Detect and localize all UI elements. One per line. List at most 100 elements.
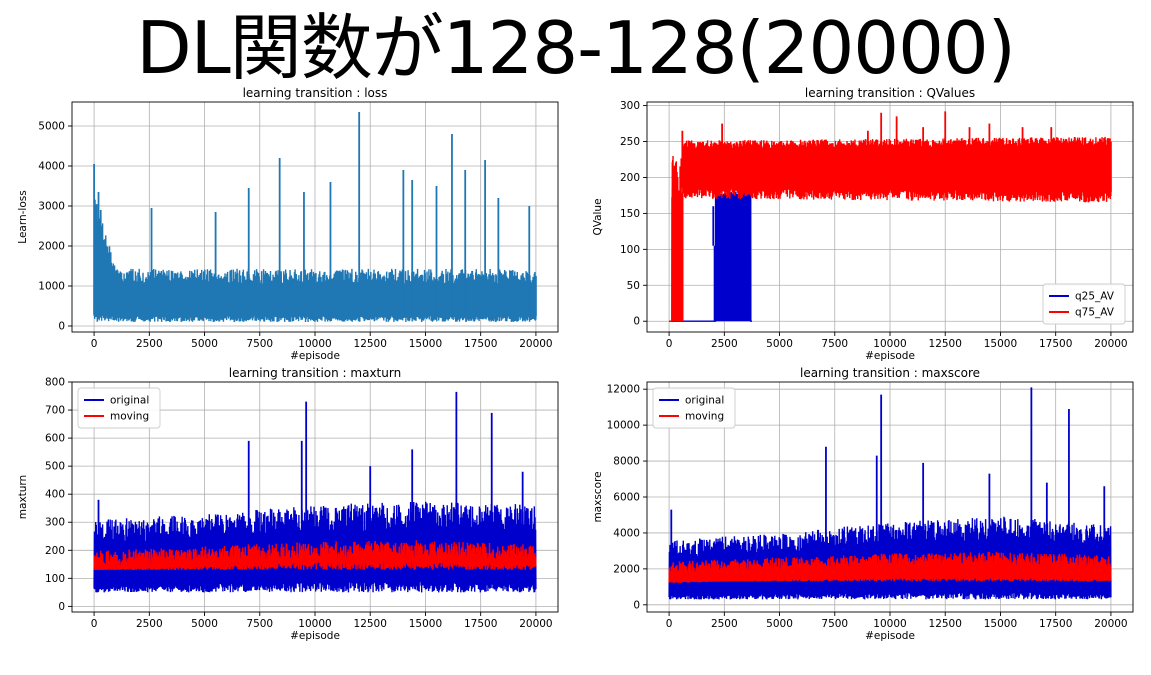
x-tick-label: 5000 [766, 338, 793, 350]
legend-entry: q25_AV [1075, 291, 1115, 303]
y-tick-label: 4000 [613, 527, 640, 539]
x-axis-label: #episode [865, 630, 915, 641]
x-tick-label: 0 [666, 618, 673, 630]
y-tick-label: 10000 [607, 420, 640, 432]
loss-chart: learning transition : loss 0 2500 5000 7500 1… [10, 86, 570, 361]
x-tick-label: 17500 [464, 338, 497, 350]
y-tick-label: 12000 [607, 384, 640, 396]
y-tick-label: 1000 [38, 281, 65, 293]
y-tick-label: 8000 [613, 456, 640, 468]
maxscore-chart: learning transition : maxscore 0 2500 5000 7… [585, 366, 1145, 641]
x-tick-label: 20000 [519, 338, 552, 350]
x-tick-label: 12500 [354, 338, 387, 350]
x-axis-label: #episode [290, 630, 340, 641]
legend: original moving [77, 387, 161, 429]
y-tick-label: 0 [633, 599, 640, 611]
y-tick-label: 400 [45, 489, 65, 501]
chart-title: learning transition : loss [243, 86, 388, 100]
y-axis-label: QValue [592, 198, 604, 235]
series-line [669, 191, 752, 322]
series-line [93, 198, 537, 322]
x-tick-label: 12500 [354, 618, 387, 630]
legend-box [1042, 283, 1126, 325]
y-tick-label: 800 [45, 377, 65, 389]
y-tick-label: 300 [45, 517, 65, 529]
x-tick-label: 17500 [1039, 618, 1072, 630]
x-tick-label: 0 [91, 338, 98, 350]
x-tick-label: 15000 [409, 338, 442, 350]
x-tick-label: 17500 [464, 618, 497, 630]
y-tick-label: 50 [627, 280, 640, 292]
x-tick-label: 7500 [246, 338, 273, 350]
x-axis-label: #episode [865, 350, 915, 361]
y-tick-label: 150 [620, 208, 640, 220]
x-tick-label: 12500 [929, 618, 962, 630]
x-tick-label: 12500 [929, 338, 962, 350]
x-tick-label: 5000 [191, 338, 218, 350]
y-tick-label: 250 [620, 136, 640, 148]
x-tick-label: 2500 [711, 338, 738, 350]
x-tick-label: 10000 [298, 338, 331, 350]
y-tick-label: 3000 [38, 201, 65, 213]
x-tick-label: 10000 [298, 618, 331, 630]
y-tick-label: 6000 [613, 492, 640, 504]
chart-title: learning transition : QValues [805, 86, 975, 100]
x-tick-label: 2500 [136, 338, 163, 350]
chart-title: learning transition : maxturn [229, 366, 401, 380]
chart-svg: learning transition : maxscore 0 2500 5000 7… [592, 366, 1134, 641]
series-line [668, 551, 1112, 584]
y-tick-label: 100 [620, 244, 640, 256]
y-tick-label: 4000 [38, 161, 65, 173]
x-tick-label: 15000 [984, 338, 1017, 350]
x-tick-label: 15000 [409, 618, 442, 630]
legend-box [652, 387, 736, 429]
x-tick-label: 15000 [984, 618, 1017, 630]
y-tick-label: 5000 [38, 121, 65, 133]
legend-entry: moving [110, 411, 149, 423]
qvalues-chart: learning transition : QValues 0 2500 5000 75… [585, 86, 1145, 361]
x-tick-label: 5000 [766, 618, 793, 630]
y-tick-label: 200 [45, 545, 65, 557]
legend-box [77, 387, 161, 429]
y-tick-label: 300 [620, 100, 640, 112]
x-tick-label: 20000 [1094, 338, 1127, 350]
y-tick-label: 200 [620, 172, 640, 184]
legend-entry: original [110, 395, 149, 407]
x-tick-label: 7500 [821, 618, 848, 630]
y-tick-label: 2000 [38, 241, 65, 253]
chart-title: learning transition : maxscore [800, 366, 980, 380]
x-tick-label: 17500 [1039, 338, 1072, 350]
x-tick-label: 2500 [136, 618, 163, 630]
y-tick-label: 500 [45, 461, 65, 473]
x-tick-label: 20000 [1094, 618, 1127, 630]
slide-title: DL関数が128-128(20000) [136, 6, 1016, 90]
x-tick-label: 2500 [711, 618, 738, 630]
x-tick-label: 7500 [246, 618, 273, 630]
y-tick-label: 0 [633, 316, 640, 328]
legend-entry: original [685, 395, 724, 407]
legend: q25_AV q75_AV [1042, 283, 1126, 325]
y-axis-label: maxscore [592, 471, 604, 522]
x-tick-label: 0 [666, 338, 673, 350]
series-line [93, 501, 537, 593]
x-tick-label: 20000 [519, 618, 552, 630]
y-tick-label: 0 [58, 601, 65, 613]
y-axis-label: Learn-loss [17, 190, 29, 243]
x-tick-label: 10000 [873, 618, 906, 630]
series-line [93, 540, 537, 570]
maxturn-chart: learning transition : maxturn 0 2500 5000 75… [10, 366, 570, 641]
y-tick-label: 100 [45, 573, 65, 585]
y-tick-label: 700 [45, 405, 65, 417]
x-tick-label: 5000 [191, 618, 218, 630]
y-axis-label: maxturn [17, 475, 29, 519]
legend-entry: moving [685, 411, 724, 423]
y-tick-label: 2000 [613, 563, 640, 575]
x-tick-label: 0 [91, 618, 98, 630]
x-tick-label: 10000 [873, 338, 906, 350]
chart-svg: learning transition : loss 0 2500 5000 7500 1… [17, 86, 559, 361]
legend-entry: q75_AV [1075, 307, 1115, 319]
x-tick-label: 7500 [821, 338, 848, 350]
y-tick-label: 600 [45, 433, 65, 445]
